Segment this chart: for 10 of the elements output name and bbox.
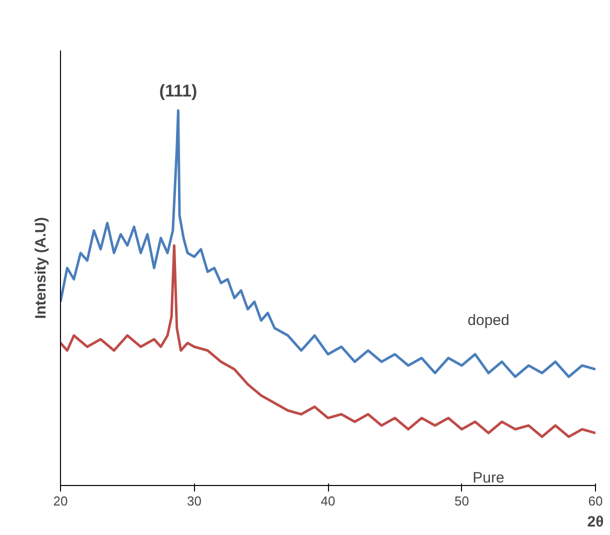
x-tick-label: 40 bbox=[320, 494, 336, 508]
series-label: doped bbox=[468, 312, 510, 329]
x-tick-label: 60 bbox=[588, 494, 603, 508]
y-axis-title: Intensity (A.U) bbox=[32, 217, 50, 319]
text: Pure bbox=[472, 470, 504, 486]
x-tick-label: 20 bbox=[53, 494, 68, 508]
x-axis-title: 2θ bbox=[587, 514, 604, 530]
annotation: (111) bbox=[159, 82, 198, 100]
x-tick-label: 30 bbox=[187, 494, 202, 508]
x-tick-label: 50 bbox=[454, 494, 469, 508]
